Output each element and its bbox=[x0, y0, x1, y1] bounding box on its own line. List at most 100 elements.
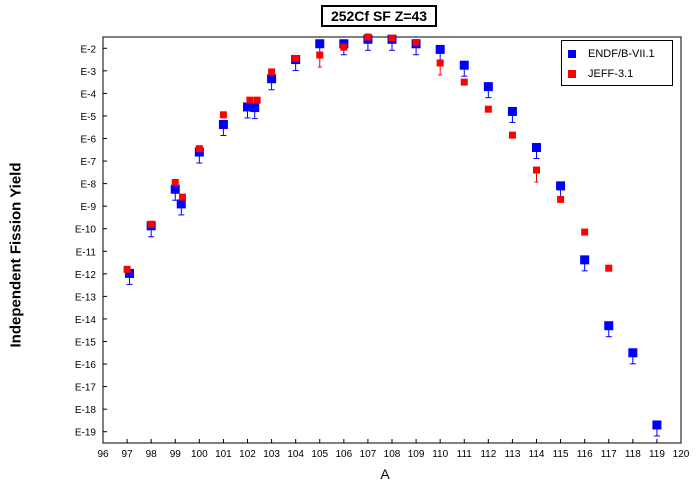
x-tick-label: 104 bbox=[287, 449, 304, 460]
data-point bbox=[556, 181, 566, 191]
x-tick-label: 96 bbox=[97, 449, 109, 460]
y-tick-label: E-3 bbox=[80, 67, 96, 78]
x-axis-label: A bbox=[380, 466, 390, 482]
y-tick-label: E-12 bbox=[75, 270, 97, 281]
legend-item-jeff: JEFF-3.1 bbox=[568, 68, 633, 80]
x-tick-label: 106 bbox=[335, 449, 352, 460]
data-point bbox=[315, 39, 325, 49]
x-tick-label: 101 bbox=[215, 449, 232, 460]
x-tick-label: 112 bbox=[480, 449, 496, 460]
y-tick-label: E-9 bbox=[80, 202, 96, 213]
x-tick-label: 100 bbox=[191, 449, 208, 460]
x-tick-label: 108 bbox=[384, 449, 401, 460]
data-point bbox=[218, 120, 228, 130]
data-point bbox=[219, 111, 227, 119]
x-tick-label: 105 bbox=[311, 449, 328, 460]
chart-title: 252Cf SF Z=43 bbox=[321, 5, 437, 27]
y-tick-label: E-5 bbox=[80, 112, 96, 123]
data-point bbox=[459, 60, 469, 70]
data-point bbox=[435, 44, 445, 54]
x-axis-ticks: 96 97 98 99 100 101 102 103 104 105 106 107 108 109 11… bbox=[97, 439, 690, 460]
plot-area-frame bbox=[102, 36, 682, 444]
data-point bbox=[604, 321, 614, 331]
data-point bbox=[124, 268, 134, 278]
data-point bbox=[170, 184, 180, 194]
data-point bbox=[178, 193, 186, 201]
data-point bbox=[507, 106, 517, 116]
y-tick-label: E-8 bbox=[80, 180, 96, 191]
x-tick-label: 117 bbox=[601, 449, 617, 460]
legend-swatch-jeff bbox=[568, 70, 576, 78]
legend-label-endf: ENDF/B-VII.1 bbox=[588, 48, 655, 60]
data-point bbox=[532, 143, 541, 153]
data-point bbox=[364, 33, 372, 41]
y-tick-label: E-11 bbox=[76, 247, 97, 258]
data-point bbox=[484, 105, 492, 113]
error-bars bbox=[126, 39, 660, 437]
y-tick-label: E-18 bbox=[75, 405, 97, 416]
data-point bbox=[533, 166, 540, 174]
legend-swatch-endf bbox=[568, 50, 576, 58]
data-point bbox=[508, 131, 516, 139]
data-point bbox=[605, 264, 613, 272]
y-tick-label: E-4 bbox=[80, 89, 96, 100]
data-point bbox=[243, 102, 252, 112]
x-tick-label: 98 bbox=[146, 449, 158, 460]
data-point bbox=[460, 78, 468, 86]
y-tick-label: E-7 bbox=[80, 157, 96, 168]
data-point bbox=[123, 265, 131, 273]
y-tick-label: E-14 bbox=[75, 315, 97, 326]
x-tick-label: 109 bbox=[408, 449, 425, 460]
y-tick-label: E-19 bbox=[75, 428, 97, 439]
data-point bbox=[628, 348, 638, 358]
x-tick-label: 111 bbox=[457, 449, 473, 460]
legend-item-endf: ENDF/B-VII.1 bbox=[568, 48, 655, 60]
x-tick-label: 118 bbox=[625, 449, 641, 460]
data-point bbox=[250, 103, 260, 113]
x-tick-label: 120 bbox=[673, 449, 690, 460]
legend: ENDF/B-VII.1 JEFF-3.1 bbox=[561, 40, 673, 86]
data-point bbox=[195, 145, 203, 153]
x-tick-label: 119 bbox=[649, 449, 665, 460]
y-axis-label: Independent Fission Yield bbox=[7, 162, 25, 348]
data-point bbox=[340, 43, 348, 51]
y-tick-label: E-15 bbox=[75, 338, 97, 349]
data-point bbox=[581, 228, 589, 236]
data-point bbox=[176, 199, 186, 209]
data-point bbox=[580, 255, 590, 265]
data-point bbox=[652, 420, 662, 430]
x-tick-label: 116 bbox=[577, 449, 593, 460]
x-tick-label: 110 bbox=[432, 449, 448, 460]
y-tick-label: E-17 bbox=[75, 383, 97, 394]
series-jeff-points bbox=[123, 33, 613, 273]
x-tick-label: 103 bbox=[263, 449, 280, 460]
data-point bbox=[292, 54, 300, 62]
x-tick-label: 107 bbox=[360, 449, 377, 460]
data-point bbox=[316, 51, 324, 59]
data-point bbox=[557, 195, 565, 203]
data-point bbox=[388, 34, 396, 42]
y-tick-label: E-2 bbox=[80, 44, 96, 55]
x-tick-label: 113 bbox=[504, 449, 520, 460]
legend-label-jeff: JEFF-3.1 bbox=[588, 68, 634, 80]
data-point bbox=[147, 220, 155, 228]
y-tick-label: E-16 bbox=[75, 360, 97, 371]
x-tick-label: 97 bbox=[122, 449, 134, 460]
data-point bbox=[483, 82, 493, 92]
x-tick-label: 99 bbox=[170, 449, 182, 460]
y-tick-label: E-10 bbox=[75, 225, 97, 236]
data-point bbox=[412, 39, 420, 47]
data-point bbox=[246, 96, 254, 104]
y-tick-label: E-6 bbox=[80, 135, 96, 146]
data-point bbox=[253, 96, 261, 104]
x-tick-label: 115 bbox=[553, 449, 569, 460]
data-point bbox=[267, 74, 277, 84]
series-endf-points bbox=[124, 34, 662, 430]
data-point bbox=[268, 68, 276, 76]
data-point bbox=[436, 59, 444, 67]
y-axis-ticks: E-2 E-3 E-4 E-5 E-6 E-7 E-8 E-9 E-10 E-11 E-12 E-13… bbox=[75, 44, 107, 439]
x-tick-label: 114 bbox=[529, 449, 545, 460]
x-tick-label: 102 bbox=[239, 449, 256, 460]
